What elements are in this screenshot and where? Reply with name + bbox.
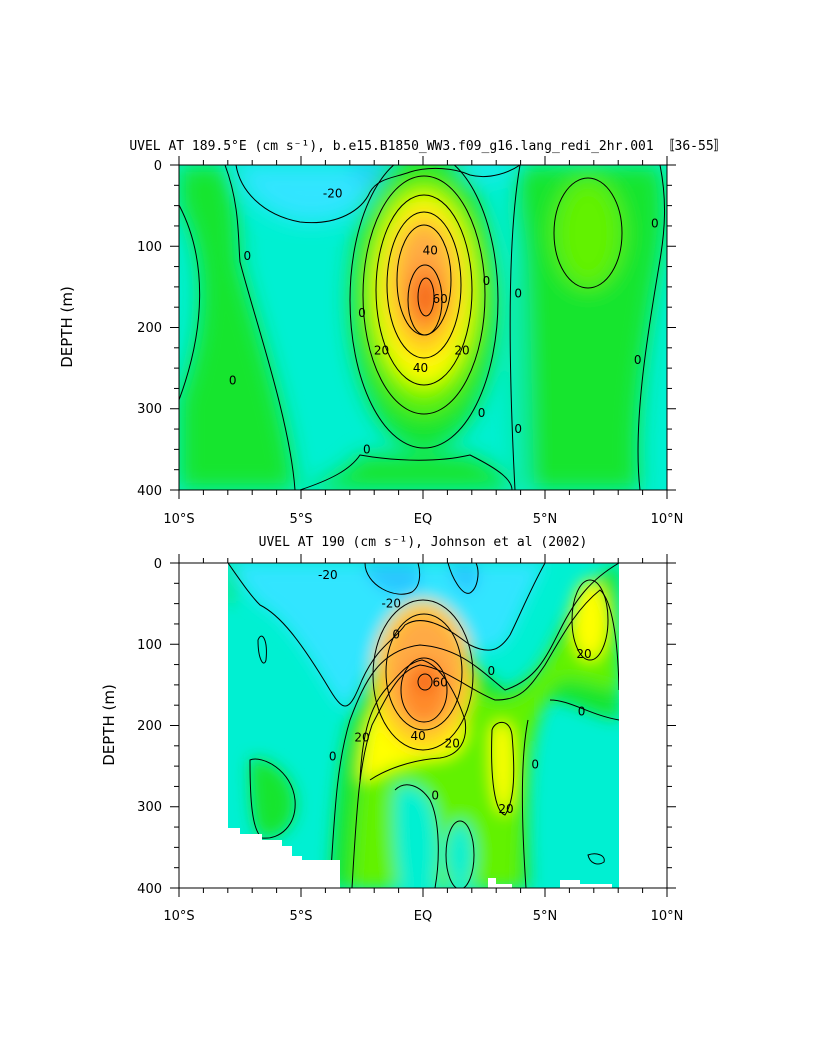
bottom-y-tick-label: 200 <box>137 719 162 734</box>
bottom-contour-label: 0 <box>531 758 539 772</box>
top-contour-label: 60 <box>432 292 447 306</box>
top-contour-label: 40 <box>413 361 428 375</box>
top-c70 <box>418 277 434 317</box>
bottom-ne-max <box>572 580 608 660</box>
bottom-y-axis-label: DEPTH (m) <box>100 684 118 766</box>
bottom-x-tick-label: 5°N <box>533 909 558 924</box>
top-contour-label: 20 <box>374 343 389 357</box>
top-panel-title: UVEL AT 189.5°E (cm s⁻¹), b.e15.B1850_WW… <box>129 139 726 154</box>
top-contour-lines <box>179 165 665 490</box>
bottom-west-edge <box>228 563 234 603</box>
top-contour-labels: -20 0 0 0 0 40 60 20 40 20 0 0 0 0 0 0 <box>229 186 659 456</box>
top-contour-label: 0 <box>358 306 366 320</box>
top-contour-label: 40 <box>423 243 438 257</box>
bottom-contour-label: 20 <box>498 802 513 816</box>
top-contour-label: 0 <box>478 406 486 420</box>
bottom-contour-labels: -20 -20 0 60 40 20 20 0 0 20 0 0 0 20 <box>318 568 592 816</box>
top-west-band <box>179 165 295 490</box>
bottom-x-tick-label: 10°S <box>163 909 194 924</box>
bottom-contour-label: 20 <box>576 647 591 661</box>
top-east-band <box>510 165 665 490</box>
top-y-tick-label: 100 <box>137 240 162 255</box>
bottom-contour-label: -20 <box>381 597 401 611</box>
bottom-x-tick-label: 5°S <box>289 909 312 924</box>
bottom-contour-label: 40 <box>410 729 425 743</box>
bottom-nodata-se <box>488 878 512 888</box>
bottom-x-tick-label: EQ <box>414 909 432 924</box>
bottom-contour-label: 60 <box>432 675 447 689</box>
bottom-y-tick-label: 100 <box>137 638 162 653</box>
top-y-tick-label: 200 <box>137 321 162 336</box>
bottom-nodata-se2 <box>560 880 612 888</box>
top-contour-label: 0 <box>514 286 522 300</box>
bottom-contour-lines <box>227 563 620 888</box>
top-east-ribbon <box>502 190 528 490</box>
bottom-contour-label: 0 <box>487 664 495 678</box>
top-tick-marks <box>170 156 676 499</box>
bottom-surface-core-2 <box>448 563 478 594</box>
top-contour-label: -20 <box>323 186 343 200</box>
bottom-contour-field <box>179 563 667 888</box>
bottom-contour-label: 0 <box>392 628 400 642</box>
top-contour-label: 20 <box>454 343 469 357</box>
top-y-tick-label: 400 <box>137 484 162 499</box>
bottom-y-tick-label: 400 <box>137 882 162 897</box>
bottom-y-tick-label: 0 <box>154 557 162 572</box>
bottom-south-yellow <box>491 722 514 815</box>
bottom-nodata-west <box>179 563 228 888</box>
bottom-contour-label: 20 <box>354 731 369 745</box>
top-y-tick-label: 300 <box>137 402 162 417</box>
bottom-contour-label: 0 <box>329 749 337 763</box>
top-east-max <box>554 178 622 288</box>
top-contour-label: 0 <box>483 274 491 288</box>
top-x-tick-label: 5°N <box>533 512 558 527</box>
top-y-axis-label: DEPTH (m) <box>58 286 76 368</box>
top-x-tick-label: 5°S <box>289 512 312 527</box>
top-contour-field <box>179 165 667 490</box>
top-contour-label: 0 <box>651 217 659 231</box>
top-contour-label: 0 <box>229 373 237 387</box>
bottom-south-lobe <box>446 821 474 888</box>
top-contour-label: 0 <box>243 249 251 263</box>
bottom-contour-label: 0 <box>431 788 439 802</box>
top-contour-label: 0 <box>634 353 642 367</box>
bottom-tick-marks <box>170 554 676 897</box>
top-x-tick-label: EQ <box>414 512 432 527</box>
bottom-c70 <box>418 674 432 690</box>
top-x-tick-label: 10°S <box>163 512 194 527</box>
bottom-sw-green <box>250 759 296 839</box>
top-westward-region <box>236 165 520 223</box>
bottom-x-tick-label: 10°N <box>651 909 684 924</box>
bottom-y-tick-label: 300 <box>137 800 162 815</box>
bottom-contour-label: 0 <box>578 705 586 719</box>
bottom-contour-label: -20 <box>318 568 338 582</box>
bottom-panel-title: UVEL AT 190 (cm s⁻¹), Johnson et al (200… <box>259 535 588 550</box>
top-x-tick-label: 10°N <box>651 512 684 527</box>
bottom-nodata-east <box>619 563 667 888</box>
bottom-south-cyan <box>393 784 439 888</box>
bottom-nodata-sw <box>228 828 340 888</box>
top-contour-label: 0 <box>363 442 371 456</box>
top-panel: UVEL AT 189.5°E (cm s⁻¹), b.e15.B1850_WW… <box>58 139 727 527</box>
top-contour-label: 0 <box>514 422 522 436</box>
top-y-tick-label: 0 <box>154 159 162 174</box>
bottom-contour-label: 20 <box>445 736 460 750</box>
bottom-panel: UVEL AT 190 (cm s⁻¹), Johnson et al (200… <box>100 535 683 924</box>
